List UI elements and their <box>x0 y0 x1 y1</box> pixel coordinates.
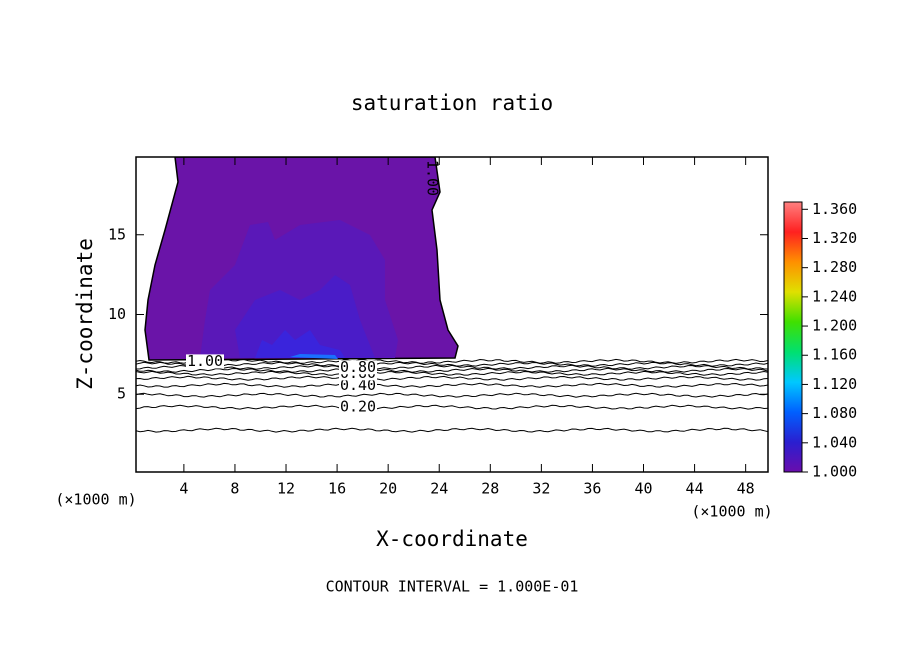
y-tick-label: 15 <box>108 225 126 243</box>
contour-label-bg <box>339 400 377 415</box>
contour-line <box>136 392 768 398</box>
colorbar <box>783 201 803 473</box>
x-tick-label: 40 <box>634 480 652 498</box>
contour-line <box>136 382 768 388</box>
contour-line <box>136 367 768 373</box>
contour-line <box>136 358 768 364</box>
contour-label: 1.00 <box>187 352 223 370</box>
contour-label: 1.00 <box>424 160 442 196</box>
contour-line <box>136 427 768 433</box>
cloud <box>144 157 459 361</box>
contour-line <box>136 361 768 367</box>
colorbar-tick-label: 1.000 <box>812 463 857 481</box>
x-tick-label: 16 <box>328 480 346 498</box>
x-tick-label: 44 <box>686 480 704 498</box>
colorbar-tick-label: 1.280 <box>812 258 857 276</box>
colorbar-tick-label: 1.080 <box>812 404 857 422</box>
y-axis-label: Z-coordinate <box>73 238 97 390</box>
x-axis-label: X-coordinate <box>376 527 528 551</box>
colorbar-tick-label: 1.160 <box>812 346 857 364</box>
colorbar-tick-label: 1.240 <box>812 287 857 305</box>
contour-label: 0.80 <box>340 358 376 376</box>
contour-line <box>136 375 768 381</box>
x-tick-label: 12 <box>277 480 295 498</box>
contour-line <box>136 370 768 376</box>
x-tick-label: 20 <box>379 480 397 498</box>
colorbar-tick-label: 1.200 <box>812 317 857 335</box>
contour-line <box>136 364 768 370</box>
x-tick-label: 36 <box>583 480 601 498</box>
colorbar-tick-label: 1.120 <box>812 375 857 393</box>
y-unit: (×1000 m) <box>55 491 136 509</box>
x-tick-label: 8 <box>230 480 239 498</box>
x-tick-label: 32 <box>532 480 550 498</box>
contour-label: 0.20 <box>340 398 376 416</box>
x-tick-label: 48 <box>737 480 755 498</box>
contour-label-bg <box>339 378 377 393</box>
colorbar-tick-label: 1.040 <box>812 433 857 451</box>
x-tick-label: 28 <box>481 480 499 498</box>
x-tick-label: 24 <box>430 480 448 498</box>
contour-label-bg <box>339 360 377 375</box>
contour-label-bg <box>186 354 224 369</box>
contour-line <box>136 404 768 410</box>
y-tick-label: 10 <box>108 305 126 323</box>
x-tick-label: 4 <box>179 480 188 498</box>
x-unit: (×1000 m) <box>691 503 772 521</box>
colorbar-tick-label: 1.320 <box>812 229 857 247</box>
footer: CONTOUR INTERVAL = 1.000E-01 <box>326 578 579 596</box>
y-tick-label: 5 <box>117 385 126 403</box>
chart-title: saturation ratio <box>351 91 553 115</box>
colorbar-tick-label: 1.360 <box>812 200 857 218</box>
